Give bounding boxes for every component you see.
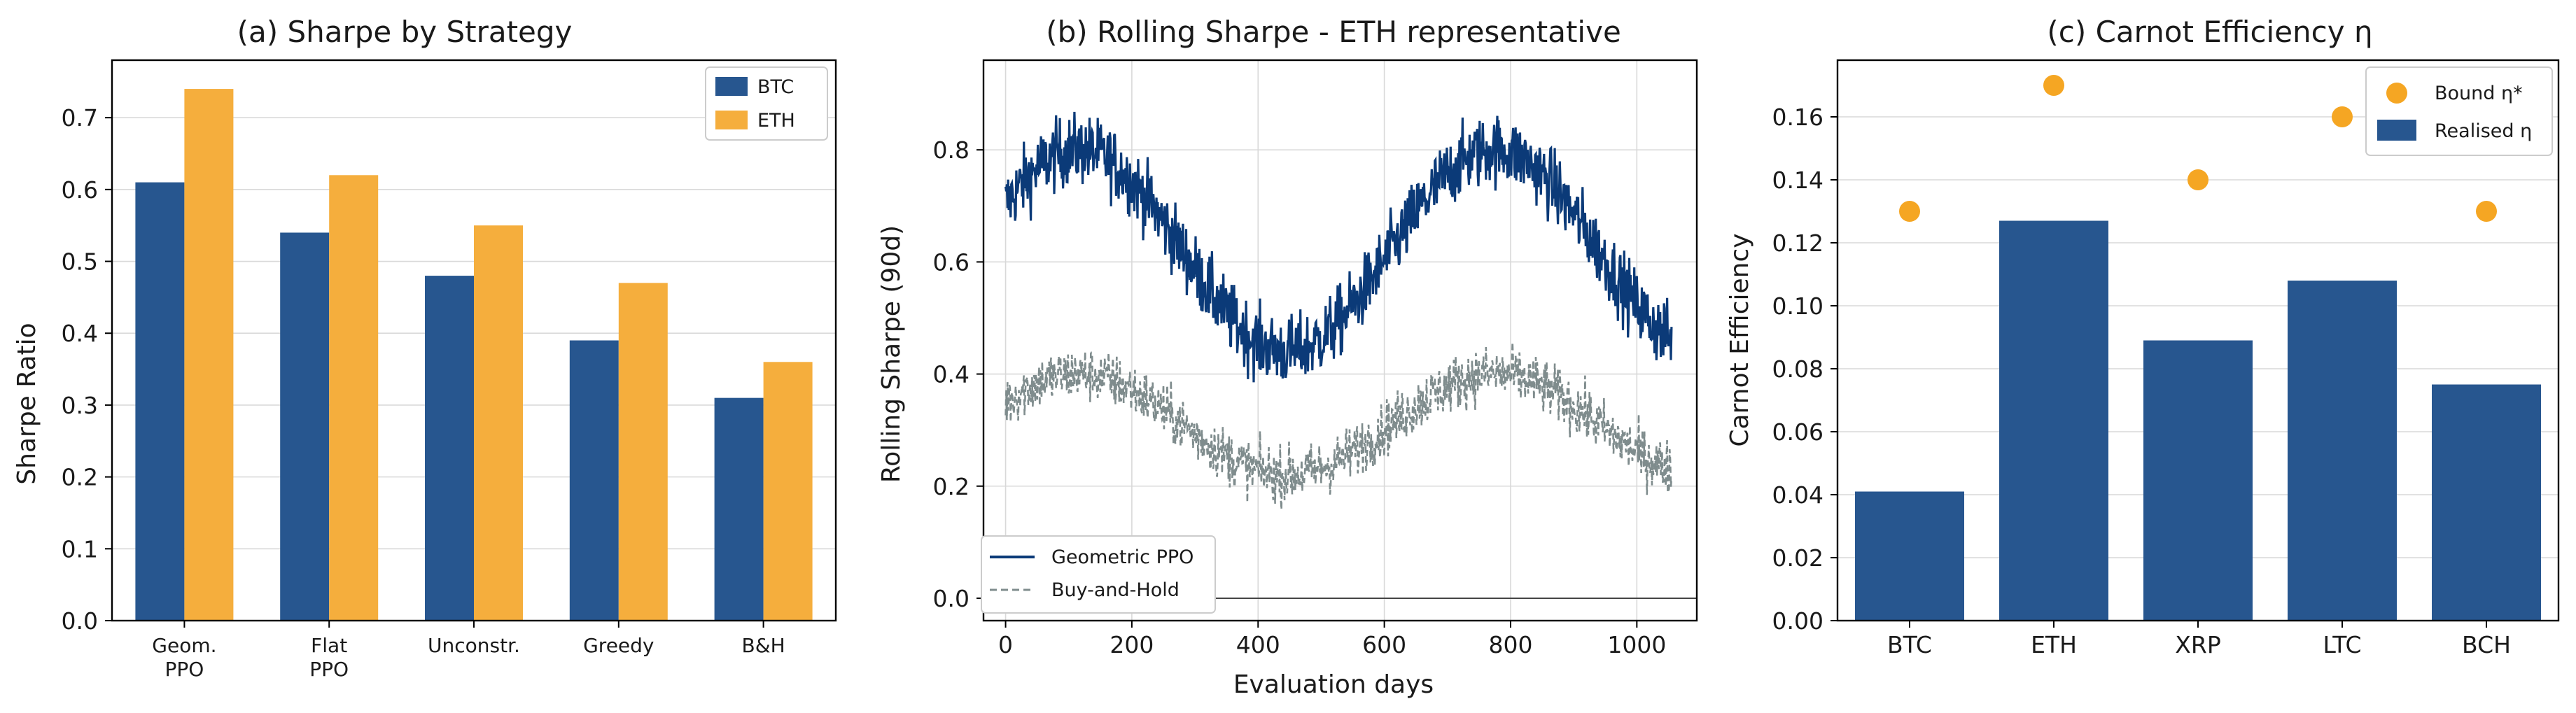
legend-marker-bound (2386, 83, 2407, 104)
panel-b-ylabel: Rolling Sharpe (90d) (877, 225, 906, 483)
y-tick-label: 0.12 (1772, 230, 1823, 257)
bar-realised-xrp (2143, 340, 2253, 621)
y-tick-label: 0.4 (62, 320, 98, 347)
y-tick-label: 0.8 (933, 136, 969, 164)
dot-bound-eth (2043, 75, 2064, 96)
x-tick-label: B&H (742, 634, 785, 657)
y-tick-label: 0.04 (1772, 481, 1823, 509)
dot-bound-btc (1899, 201, 1920, 222)
y-tick-label: 0.0 (933, 585, 969, 612)
x-tick-label: XRP (2175, 631, 2220, 658)
x-tick-label: Greedy (583, 634, 654, 657)
y-tick-label: 0.4 (933, 361, 969, 388)
panel-a-x-ticks: Geom. PPO Flat PPO Unconstr. Greedy B&H (152, 621, 785, 681)
bar-eth-5 (763, 362, 813, 621)
y-tick-label: 0.5 (62, 248, 98, 276)
y-tick-label: 0.1 (62, 535, 98, 563)
panel-c-frame (1836, 59, 2560, 622)
x-tick-label: 600 (1362, 631, 1406, 658)
panel-b-y-ticks: 0.0 0.2 0.4 0.6 0.8 (933, 136, 983, 612)
x-tick-label: LTC (2323, 631, 2361, 658)
y-tick-label: 0.6 (62, 176, 98, 204)
x-tick-label: Flat PPO (309, 634, 349, 681)
legend-label-realised: Realised η (2435, 120, 2532, 142)
panel-a-legend: BTC ETH (705, 66, 828, 141)
bar-btc-2 (280, 232, 330, 621)
panel-b-xlabel: Evaluation days (1233, 670, 1434, 699)
panel-a-y-ticks: 0.0 0.1 0.2 0.3 0.4 0.5 0.6 0.7 (62, 104, 112, 635)
panel-b-x-ticks: 0 200 400 600 800 1000 (998, 621, 1666, 658)
bar-realised-ltc (2288, 281, 2397, 621)
panel-b-series (1004, 111, 1673, 510)
bar-realised-eth (1999, 220, 2108, 621)
legend-label-geometric-ppo: Geometric PPO (1051, 546, 1194, 568)
bar-eth-2 (329, 175, 379, 621)
y-tick-label: 0.2 (62, 464, 98, 491)
series-line-geometric-ppo (1004, 111, 1673, 383)
panel-a-title: (a) Sharpe by Strategy (237, 15, 573, 49)
legend-label-buy-and-hold: Buy-and-Hold (1051, 579, 1180, 601)
panel-c-ylabel: Carnot Efficiency (1726, 233, 1754, 446)
y-tick-label: 0.2 (933, 473, 969, 500)
dot-bound-xrp (2188, 169, 2208, 190)
legend-swatch-btc (715, 77, 748, 96)
bar-btc-1 (135, 182, 185, 621)
bar-btc-5 (714, 397, 764, 621)
y-tick-label: 0.0 (62, 607, 98, 635)
y-tick-label: 0.16 (1772, 104, 1823, 131)
panel-b-frame (982, 59, 1698, 622)
bar-btc-3 (425, 276, 474, 621)
panel-carnot-efficiency: (c) Carnot Efficiency η Carnot Efficienc… (1726, 15, 2560, 658)
y-tick-label: 0.02 (1772, 544, 1823, 572)
x-tick-label: 200 (1110, 631, 1154, 658)
x-tick-label: 800 (1488, 631, 1532, 658)
x-tick-label: BCH (2462, 631, 2511, 658)
y-tick-label: 0.3 (62, 392, 98, 419)
legend-label-eth: ETH (757, 110, 795, 132)
bar-eth-4 (618, 283, 668, 621)
y-tick-label: 0.6 (933, 248, 969, 276)
panel-sharpe-by-strategy: (a) Sharpe by Strategy Sharpe Ratio 0.00… (13, 15, 837, 681)
x-tick-label: 400 (1236, 631, 1280, 658)
legend-swatch-realised (2377, 120, 2416, 141)
bar-eth-3 (474, 225, 523, 621)
y-tick-label: 0.10 (1772, 292, 1823, 320)
legend-label-bound: Bound η* (2435, 83, 2523, 104)
panel-a-frame (111, 59, 837, 622)
dot-bound-bch (2476, 201, 2497, 222)
panel-c-bound-dots (1899, 75, 2497, 222)
x-tick-label: 0 (998, 631, 1013, 658)
y-tick-label: 0.7 (62, 104, 98, 132)
panel-c-title: (c) Carnot Efficiency η (2047, 15, 2372, 49)
x-tick-label: Unconstr. (428, 634, 520, 657)
legend-swatch-eth (715, 111, 748, 129)
x-tick-label: 1000 (1607, 631, 1666, 658)
panel-c-y-ticks: 0.00 0.02 0.04 0.06 0.08 0.10 0.12 0.14 0.16 (1772, 104, 1837, 635)
panel-b-legend: Geometric PPO Buy-and-Hold (981, 535, 1216, 614)
series-line-buy-and-hold (1004, 341, 1673, 510)
panel-c-x-ticks: BTC ETH XRP LTC BCH (1887, 621, 2511, 658)
y-tick-label: 0.14 (1772, 167, 1823, 194)
panel-rolling-sharpe: (b) Rolling Sharpe - ETH representative … (877, 15, 1698, 699)
y-tick-label: 0.06 (1772, 418, 1823, 446)
panel-c-bars (1855, 220, 2541, 621)
panel-a-bars (135, 89, 813, 621)
x-tick-label: Geom. PPO (152, 634, 216, 681)
bar-btc-4 (569, 340, 619, 621)
y-tick-label: 0.08 (1772, 355, 1823, 383)
bar-eth-1 (184, 89, 234, 621)
panel-b-title: (b) Rolling Sharpe - ETH representative (1046, 15, 1621, 49)
x-tick-label: BTC (1887, 631, 1932, 658)
panel-a-ylabel: Sharpe Ratio (13, 323, 41, 484)
y-tick-label: 0.00 (1772, 607, 1823, 635)
panel-c-legend: Bound η* Realised η (2365, 66, 2553, 156)
bar-realised-btc (1855, 491, 1964, 621)
bar-realised-bch (2432, 384, 2541, 621)
legend-label-btc: BTC (757, 76, 794, 98)
x-tick-label: ETH (2031, 631, 2077, 658)
dot-bound-ltc (2332, 106, 2353, 127)
